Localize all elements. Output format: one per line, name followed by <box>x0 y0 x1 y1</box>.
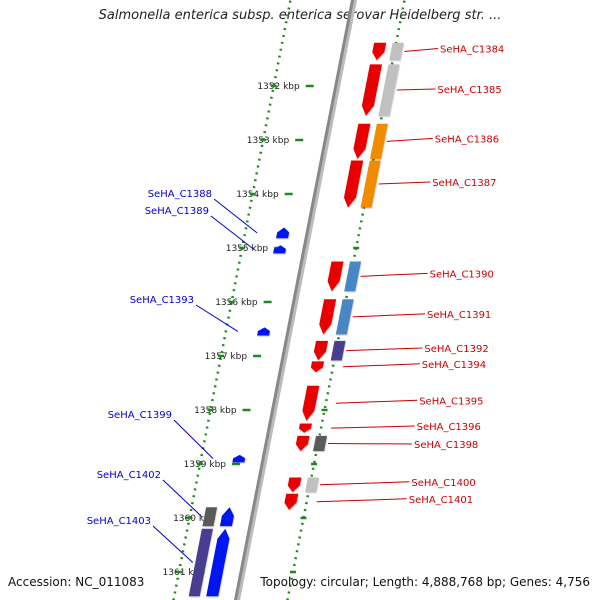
reverse-gene-arrow <box>219 507 234 527</box>
cog-category-block <box>313 435 327 452</box>
leader-line <box>173 419 214 459</box>
leader-line <box>335 399 418 404</box>
leader-line <box>360 272 428 277</box>
leader-line <box>352 313 426 318</box>
ruler-tick-label: 1357 kbp <box>205 352 248 362</box>
gene-label: SeHA_C1402 <box>97 470 161 481</box>
forward-gene-arrow <box>287 477 302 493</box>
ruler-tick-label: 1359 kbp <box>184 460 227 470</box>
leader-line <box>378 181 431 185</box>
cog-category-block <box>378 64 400 116</box>
forward-gene-arrow <box>327 261 344 292</box>
cog-category-block <box>335 299 354 335</box>
leader-line <box>346 347 423 352</box>
leader-line <box>316 498 407 503</box>
gene-label: SeHA_C1393 <box>130 295 194 306</box>
ruler-tick-label: 1361 kbp <box>163 568 206 578</box>
leader-line <box>319 481 410 486</box>
backbone-line <box>233 0 355 600</box>
forward-gene-arrow <box>310 361 325 373</box>
forward-gene-arrow <box>295 435 310 452</box>
gene-label: SeHA_C1388 <box>148 189 212 200</box>
gene-label: SeHA_C1391 <box>427 310 491 321</box>
cog-category-block <box>305 477 319 493</box>
cog-category-block <box>370 123 388 159</box>
reverse-gene-arrow <box>232 454 246 463</box>
gene-label: SeHA_C1396 <box>417 422 481 433</box>
cog-category-block <box>389 42 404 61</box>
forward-gene-arrow <box>313 340 329 361</box>
gene-label: SeHA_C1389 <box>145 206 209 217</box>
ruler-tick-label: 1352 kbp <box>257 82 300 92</box>
ruler-tick-label: 1354 kbp <box>236 190 279 200</box>
gene-label: SeHA_C1385 <box>437 85 501 96</box>
gene-label: SeHA_C1401 <box>409 495 473 506</box>
cog-category-block <box>330 340 346 361</box>
gene-features <box>188 42 404 597</box>
leader-line <box>404 47 439 52</box>
gene-label: SeHA_C1384 <box>440 44 504 55</box>
gene-label: SeHA_C1386 <box>435 134 499 145</box>
forward-gene-arrow <box>298 423 312 433</box>
ruler-tick-label: 1358 kbp <box>194 406 237 416</box>
gene-label: SeHA_C1399 <box>108 410 172 421</box>
forward-gene-arrow <box>361 64 382 116</box>
gene-label: SeHA_C1387 <box>432 178 496 189</box>
leader-line <box>152 525 194 563</box>
leader-line <box>342 363 420 368</box>
leader-line <box>162 479 203 518</box>
reverse-gene-arrow <box>206 528 230 597</box>
leader-line <box>210 215 255 250</box>
accession-text: Accession: NC_011083 <box>8 575 145 589</box>
gene-label: SeHA_C1400 <box>411 478 475 489</box>
forward-gene-arrow <box>302 385 320 421</box>
cog-category-block <box>202 507 218 527</box>
gene-label: SeHA_C1403 <box>87 516 151 527</box>
leader-line <box>195 304 239 332</box>
gene-label: SeHA_C1395 <box>419 396 483 407</box>
gene-label: SeHA_C1392 <box>424 344 488 355</box>
leader-line <box>396 88 436 91</box>
forward-gene-arrow <box>343 160 364 208</box>
backbone-shadow <box>234 0 358 600</box>
gene-label: SeHA_C1390 <box>430 269 494 280</box>
leader-line <box>386 137 433 142</box>
forward-gene-arrow <box>353 123 371 159</box>
ruler-tick-label: 1356 kbp <box>215 298 258 308</box>
leader-line <box>328 442 413 445</box>
leader-line <box>213 198 258 234</box>
cog-category-block <box>344 261 362 292</box>
ruler-tick-label: 1355 kbp <box>226 244 269 254</box>
forward-gene-arrow <box>372 42 387 61</box>
genome-summary-text: Topology: circular; Length: 4,888,768 bp… <box>260 575 590 589</box>
forward-gene-arrow <box>319 299 337 335</box>
gene-labels: SeHA_C1384 SeHA_C1385 SeHA_C1386 SeHA_C1387… <box>87 44 504 563</box>
organism-title: Salmonella enterica subsp. enterica sero… <box>98 8 502 23</box>
cog-category-block <box>360 160 381 208</box>
gene-label: SeHA_C1398 <box>414 440 478 451</box>
cog-category-block <box>188 528 213 597</box>
reverse-gene-arrow <box>257 327 270 336</box>
ruler-tick-label: 1360 kbp <box>173 514 216 524</box>
forward-gene-arrow <box>284 493 299 510</box>
leader-line <box>331 425 415 429</box>
reverse-gene-arrow <box>276 227 290 239</box>
reverse-gene-arrow <box>273 245 286 254</box>
ring-layer <box>172 0 406 600</box>
ruler-tick-label: 1353 kbp <box>247 136 290 146</box>
gene-label: SeHA_C1394 <box>422 360 486 371</box>
